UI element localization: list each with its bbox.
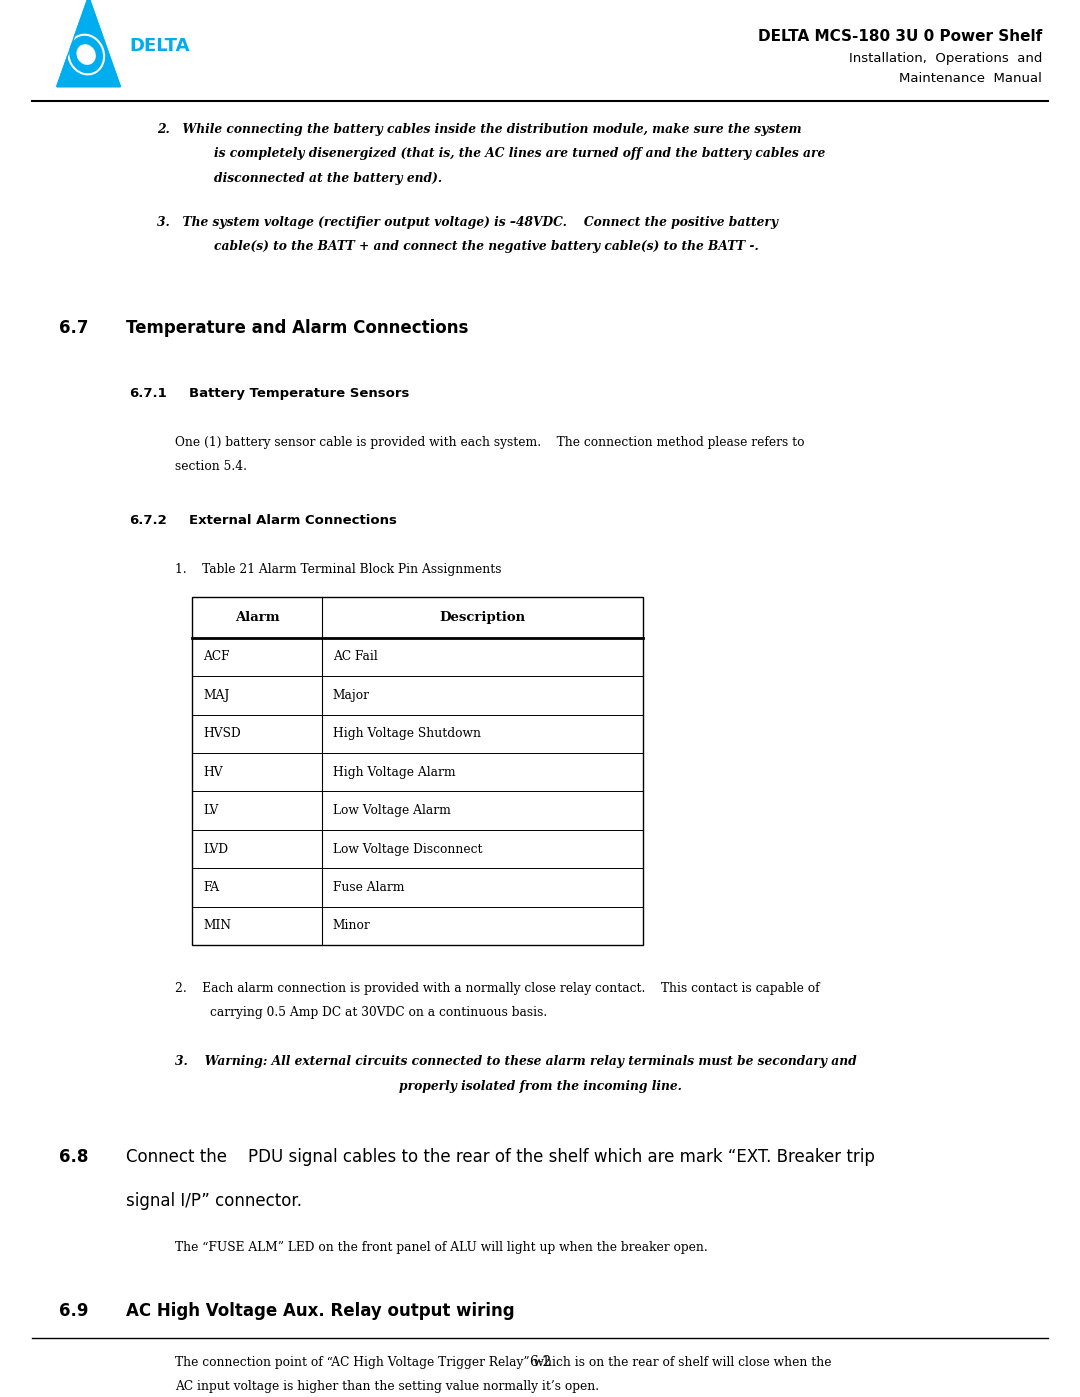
Text: MIN: MIN bbox=[203, 919, 231, 932]
Text: 3.   The system voltage (rectifier output voltage) is –48VDC.    Connect the pos: 3. The system voltage (rectifier output … bbox=[157, 215, 778, 229]
Ellipse shape bbox=[77, 45, 96, 64]
Text: signal I/P” connector.: signal I/P” connector. bbox=[126, 1192, 302, 1210]
Text: 6.7.1: 6.7.1 bbox=[130, 387, 167, 400]
Text: Low Voltage Disconnect: Low Voltage Disconnect bbox=[333, 842, 482, 855]
Text: Connect the    PDU signal cables to the rear of the shelf which are mark “EXT. B: Connect the PDU signal cables to the rea… bbox=[126, 1148, 875, 1166]
Text: One (1) battery sensor cable is provided with each system.    The connection met: One (1) battery sensor cable is provided… bbox=[175, 436, 805, 448]
Text: Major: Major bbox=[333, 689, 369, 701]
Text: AC Fail: AC Fail bbox=[333, 651, 377, 664]
Text: Description: Description bbox=[440, 610, 525, 624]
Polygon shape bbox=[57, 0, 120, 87]
Text: Maintenance  Manual: Maintenance Manual bbox=[900, 71, 1042, 85]
Text: section 5.4.: section 5.4. bbox=[175, 461, 247, 474]
Text: disconnected at the battery end).: disconnected at the battery end). bbox=[214, 172, 442, 184]
Text: DELTA: DELTA bbox=[130, 36, 190, 54]
Text: MAJ: MAJ bbox=[203, 689, 229, 701]
Text: is completely disenergized (that is, the AC lines are turned off and the battery: is completely disenergized (that is, the… bbox=[214, 147, 825, 161]
Text: The connection point of “AC High Voltage Trigger Relay” which is on the rear of : The connection point of “AC High Voltage… bbox=[175, 1355, 832, 1369]
Text: cable(s) to the BATT + and connect the negative battery cable(s) to the BATT -.: cable(s) to the BATT + and connect the n… bbox=[214, 240, 758, 253]
Text: Alarm: Alarm bbox=[234, 610, 280, 624]
Text: Battery Temperature Sensors: Battery Temperature Sensors bbox=[189, 387, 409, 400]
Bar bbox=[192, 597, 643, 637]
Text: HVSD: HVSD bbox=[203, 728, 241, 740]
Text: 6.8: 6.8 bbox=[59, 1148, 89, 1166]
Text: 2.   While connecting the battery cables inside the distribution module, make su: 2. While connecting the battery cables i… bbox=[157, 123, 801, 136]
Text: The “FUSE ALM” LED on the front panel of ALU will light up when the breaker open: The “FUSE ALM” LED on the front panel of… bbox=[175, 1241, 707, 1255]
Text: DELTA MCS-180 3U 0 Power Shelf: DELTA MCS-180 3U 0 Power Shelf bbox=[758, 29, 1042, 43]
Text: 6-2: 6-2 bbox=[529, 1355, 551, 1369]
Text: 6.7: 6.7 bbox=[59, 319, 89, 337]
Text: Fuse Alarm: Fuse Alarm bbox=[333, 882, 404, 894]
Text: AC High Voltage Aux. Relay output wiring: AC High Voltage Aux. Relay output wiring bbox=[126, 1302, 515, 1320]
Text: Installation,  Operations  and: Installation, Operations and bbox=[849, 52, 1042, 66]
Text: Minor: Minor bbox=[333, 919, 370, 932]
Text: Temperature and Alarm Connections: Temperature and Alarm Connections bbox=[126, 319, 469, 337]
Text: 6.9: 6.9 bbox=[59, 1302, 89, 1320]
Text: Low Voltage Alarm: Low Voltage Alarm bbox=[333, 805, 450, 817]
Text: High Voltage Shutdown: High Voltage Shutdown bbox=[333, 728, 481, 740]
Text: HV: HV bbox=[203, 766, 222, 778]
Text: ACF: ACF bbox=[203, 651, 230, 664]
Text: AC input voltage is higher than the setting value normally it’s open.: AC input voltage is higher than the sett… bbox=[175, 1380, 599, 1393]
Text: LV: LV bbox=[203, 805, 218, 817]
Text: High Voltage Alarm: High Voltage Alarm bbox=[333, 766, 456, 778]
Ellipse shape bbox=[68, 35, 104, 74]
Text: External Alarm Connections: External Alarm Connections bbox=[189, 514, 396, 527]
Text: 2.    Each alarm connection is provided with a normally close relay contact.    : 2. Each alarm connection is provided wit… bbox=[175, 982, 820, 995]
Text: 3.    Warning: All external circuits connected to these alarm relay terminals mu: 3. Warning: All external circuits connec… bbox=[175, 1055, 856, 1069]
Text: FA: FA bbox=[203, 882, 219, 894]
Text: LVD: LVD bbox=[203, 842, 228, 855]
Text: properly isolated from the incoming line.: properly isolated from the incoming line… bbox=[399, 1080, 681, 1092]
Bar bbox=[192, 597, 643, 944]
Text: 1.    Table 21 Alarm Terminal Block Pin Assignments: 1. Table 21 Alarm Terminal Block Pin Ass… bbox=[175, 563, 501, 576]
Text: carrying 0.5 Amp DC at 30VDC on a continuous basis.: carrying 0.5 Amp DC at 30VDC on a contin… bbox=[210, 1006, 546, 1020]
Text: 6.7.2: 6.7.2 bbox=[130, 514, 167, 527]
